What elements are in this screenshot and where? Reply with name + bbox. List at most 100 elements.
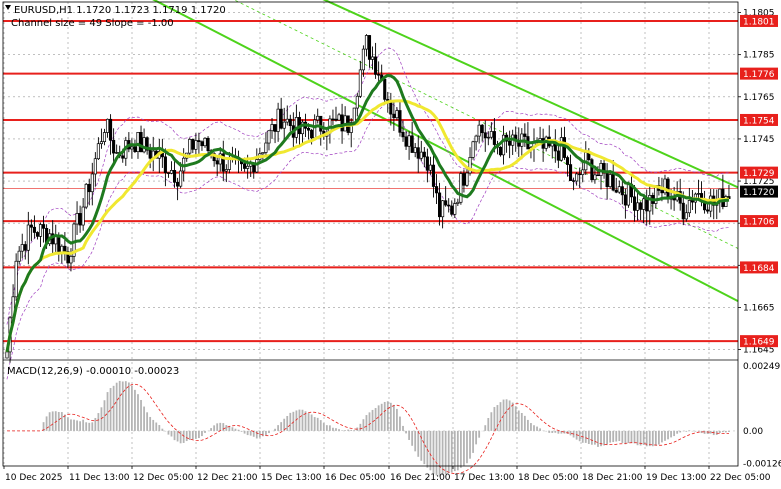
candle-body	[337, 114, 341, 121]
candle-body	[498, 146, 503, 156]
x-tick-label: 18 Dec 05:00	[518, 473, 579, 483]
candle-body	[255, 159, 259, 173]
candle-body	[401, 131, 405, 138]
candle-body	[569, 164, 573, 181]
candle-body	[203, 137, 207, 147]
candle-body	[361, 48, 365, 71]
plot-frame	[2, 1, 739, 467]
candle-body	[310, 129, 314, 139]
candle-body	[300, 121, 305, 135]
candle-body	[112, 139, 116, 154]
level-tag-label: 1.1729	[743, 169, 775, 179]
candle-body	[166, 172, 170, 174]
candle-body	[282, 121, 286, 129]
x-tick-label: 15 Dec 13:00	[261, 473, 322, 483]
candle-body	[648, 195, 652, 212]
candle-body	[188, 139, 192, 154]
candle-body	[316, 115, 320, 121]
candle-body	[115, 152, 119, 154]
candle-body	[608, 174, 612, 187]
candle-body	[63, 245, 67, 252]
candle-body	[374, 56, 378, 75]
candle-body	[447, 204, 451, 207]
candle-body	[273, 124, 277, 132]
candle-body	[148, 149, 152, 159]
candle-body	[422, 151, 426, 158]
x-tick-label: 12 Dec 05:00	[133, 473, 194, 483]
x-tick-label: 16 Dec 21:00	[390, 473, 451, 483]
candle-body	[523, 133, 527, 137]
candle-body	[404, 136, 408, 147]
candle-body	[398, 110, 402, 133]
candle-body	[264, 142, 268, 153]
y-tick-label: 1.1645	[743, 346, 775, 356]
candle-body	[367, 35, 372, 60]
candle-body	[78, 213, 82, 226]
candle-body	[331, 118, 335, 121]
level-tag-label: 1.1649	[743, 338, 775, 348]
candle-body	[626, 183, 630, 206]
candle-body	[26, 224, 30, 251]
candle-body	[270, 124, 274, 132]
candle-body	[434, 186, 439, 194]
macd-y-tick-label: -0.00126	[743, 460, 781, 470]
candle-body	[176, 181, 180, 187]
candle-body	[419, 151, 423, 159]
candle-body	[224, 169, 228, 172]
candle-body	[483, 132, 487, 139]
candle-body	[221, 153, 225, 172]
y-tick-label: 1.1725	[743, 177, 775, 187]
candle-body	[87, 183, 91, 193]
candle-body	[358, 69, 362, 97]
level-tag	[740, 67, 778, 80]
candle-body	[23, 244, 27, 251]
candle-body	[614, 189, 618, 193]
candle-body	[623, 194, 627, 206]
candle-body	[572, 180, 576, 182]
candle-body	[355, 95, 359, 109]
candle-body	[456, 201, 460, 204]
candle-body	[227, 158, 231, 170]
candle-body	[364, 35, 369, 50]
chart-header: EURUSD,H1 1.1720 1.1723 1.1719 1.1720 Ch…	[5, 5, 226, 377]
macd-title: MACD(12,26,9) -0.00010 -0.00023	[7, 366, 179, 377]
x-tick-label: 12 Dec 21:00	[197, 473, 258, 483]
candle-body	[392, 113, 396, 119]
y-tick-label: 1.1665	[743, 303, 775, 313]
candle-body	[179, 170, 183, 187]
candle-body	[307, 127, 311, 131]
candle-body	[413, 147, 417, 153]
chart-subtitle: Channel size = 49 Slope = -1.00	[11, 18, 174, 29]
candle-body	[130, 146, 134, 150]
candle-body	[206, 137, 210, 152]
candle-body	[453, 203, 457, 215]
channel-lower-line	[152, 0, 739, 303]
candle-body	[133, 146, 137, 153]
x-tick-label: 19 Dec 13:00	[646, 473, 707, 483]
candle-body	[5, 351, 9, 359]
candle-body	[425, 156, 429, 171]
candle-body	[489, 131, 493, 138]
candle-body	[276, 108, 280, 132]
candle-body	[645, 198, 649, 212]
candle-body	[395, 110, 399, 119]
level-tag	[740, 14, 778, 27]
candle-body	[486, 136, 490, 139]
dropdown-triangle-icon[interactable]	[5, 5, 11, 10]
candle-body	[370, 56, 375, 60]
candle-body	[639, 202, 643, 210]
candle-body	[139, 132, 143, 153]
candle-body	[410, 135, 414, 153]
candle-body	[81, 206, 85, 226]
candle-body	[172, 170, 177, 183]
price-channel	[152, 0, 739, 303]
candle-body	[319, 115, 323, 132]
ma-slow-line	[5, 99, 730, 353]
candle-body	[444, 200, 448, 206]
candle-body	[383, 78, 387, 100]
candle-body	[492, 131, 496, 145]
candle-body	[596, 174, 600, 177]
level-tag	[740, 215, 778, 228]
candle-body	[681, 202, 685, 220]
